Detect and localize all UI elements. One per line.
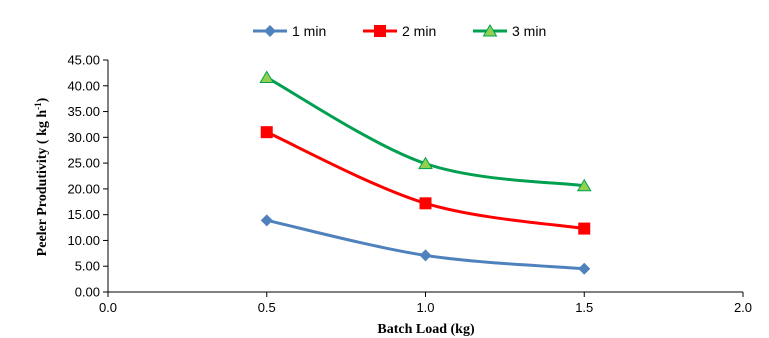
series-3 bbox=[259, 70, 592, 192]
x-tick-label: 2.0 bbox=[734, 300, 752, 315]
y-tick-label: 0.00 bbox=[75, 285, 100, 300]
y-tick-label: 25.00 bbox=[67, 156, 100, 171]
legend-label: 3 min bbox=[512, 23, 546, 39]
legend-marker bbox=[264, 25, 276, 37]
data-point bbox=[418, 156, 433, 170]
data-point bbox=[576, 178, 592, 192]
y-tick-label: 15.00 bbox=[67, 207, 100, 222]
y-tick-label: 10.00 bbox=[67, 233, 100, 248]
x-tick-label: 1.0 bbox=[416, 300, 434, 315]
data-point bbox=[419, 249, 432, 262]
legend-item-1: 1 min bbox=[253, 23, 326, 39]
data-point bbox=[260, 126, 273, 139]
y-axis-title-sup: -1 bbox=[33, 102, 43, 110]
series-line bbox=[266, 130, 585, 231]
series-line bbox=[266, 218, 585, 271]
y-axis-title: Peeler Produtivity ( kg h-1) bbox=[33, 97, 50, 256]
series-line bbox=[266, 76, 585, 188]
legend-label: 1 min bbox=[292, 23, 326, 39]
data-point bbox=[419, 197, 432, 210]
data-point bbox=[578, 222, 591, 235]
y-axis-title-main: Peeler Produtivity ( kg h bbox=[35, 110, 50, 257]
legend-marker bbox=[482, 24, 498, 37]
data-point bbox=[259, 70, 275, 84]
legend-item-3: 3 min bbox=[473, 23, 546, 39]
x-axis-title: Batch Load (kg) bbox=[377, 322, 475, 337]
y-tick-label: 35.00 bbox=[67, 104, 100, 119]
legend-item-2: 2 min bbox=[363, 23, 436, 39]
data-point bbox=[578, 262, 591, 275]
data-point bbox=[260, 214, 273, 227]
x-tick-label: 0.0 bbox=[99, 300, 117, 315]
y-tick-label: 5.00 bbox=[75, 259, 100, 274]
legend-label: 2 min bbox=[402, 23, 436, 39]
plot-area: 0.00 5.00 10.00 15.00 20.00 25.00 30.00 35.00 40… bbox=[67, 53, 752, 316]
legend-marker bbox=[374, 25, 386, 37]
x-tick-label: 1.5 bbox=[575, 300, 593, 315]
y-tick-label: 30.00 bbox=[67, 130, 100, 145]
x-tick-label: 0.5 bbox=[258, 300, 276, 315]
series-2 bbox=[260, 126, 591, 235]
legend: 1 min 2 min 3 min bbox=[253, 23, 546, 39]
y-tick-label: 20.00 bbox=[67, 181, 100, 196]
y-tick-label: 45.00 bbox=[67, 53, 100, 68]
y-axis-title-end: ) bbox=[35, 97, 50, 102]
series-1 bbox=[260, 214, 591, 275]
y-tick-label: 40.00 bbox=[67, 78, 100, 93]
